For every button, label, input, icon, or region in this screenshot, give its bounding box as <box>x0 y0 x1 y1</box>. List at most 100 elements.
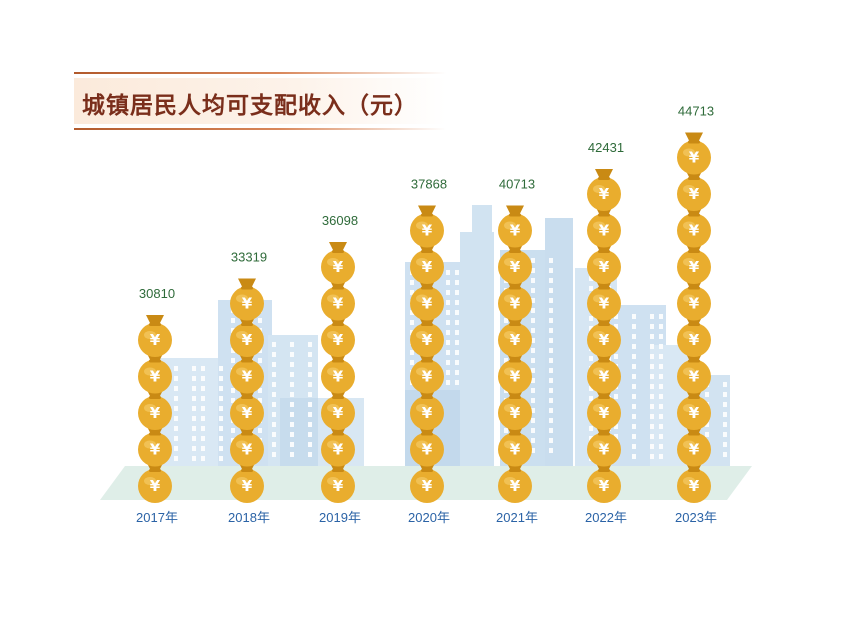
yen-symbol: ¥ <box>510 295 521 313</box>
money-bag-icon: ¥ <box>587 242 621 284</box>
year-tick-label: 2019年 <box>319 510 361 525</box>
bar-7: ¥ ¥ ¥ ¥ ¥ ¥ ¥ ¥ ¥ ¥44713 2023年 <box>675 104 717 526</box>
money-bag-icon: ¥ <box>410 242 444 284</box>
yen-symbol: ¥ <box>510 222 521 240</box>
yen-symbol: ¥ <box>689 185 700 203</box>
yen-symbol: ¥ <box>599 222 610 240</box>
yen-symbol: ¥ <box>422 331 433 349</box>
year-tick-label: 2020年 <box>408 510 450 525</box>
yen-symbol: ¥ <box>689 368 700 386</box>
yen-symbol: ¥ <box>422 222 433 240</box>
yen-symbol: ¥ <box>599 441 610 459</box>
money-bag-icon: ¥ <box>498 388 532 430</box>
money-bag-icon: ¥ <box>410 278 444 321</box>
yen-symbol: ¥ <box>599 295 610 313</box>
money-bag-icon: ¥ <box>587 169 621 211</box>
yen-symbol: ¥ <box>689 331 700 349</box>
yen-symbol: ¥ <box>333 368 344 386</box>
bar-5: ¥ ¥ ¥ ¥ ¥ ¥ ¥ ¥40713 2021年 <box>496 177 538 526</box>
yen-symbol: ¥ <box>422 441 433 459</box>
value-label: 40713 <box>499 177 535 192</box>
yen-symbol: ¥ <box>599 368 610 386</box>
yen-symbol: ¥ <box>599 477 610 495</box>
yen-symbol: ¥ <box>150 404 161 422</box>
yen-symbol: ¥ <box>510 477 521 495</box>
money-bag-icon: ¥ <box>677 242 711 284</box>
yen-symbol: ¥ <box>510 368 521 386</box>
yen-symbol: ¥ <box>150 331 161 349</box>
yen-symbol: ¥ <box>242 441 253 459</box>
money-bag-icon: ¥ <box>138 315 172 357</box>
year-tick-label: 2017年 <box>136 510 178 525</box>
value-label: 36098 <box>322 213 358 228</box>
money-bag-icon: ¥ <box>587 205 621 248</box>
year-tick-label: 2023年 <box>675 510 717 525</box>
bar-2: ¥ ¥ ¥ ¥ ¥ ¥33319 2018年 <box>228 250 270 526</box>
yen-symbol: ¥ <box>242 477 253 495</box>
yen-symbol: ¥ <box>242 368 253 386</box>
money-bag-icon: ¥ <box>677 169 711 211</box>
yen-symbol: ¥ <box>422 477 433 495</box>
yen-symbol: ¥ <box>150 368 161 386</box>
value-label: 44713 <box>678 104 714 119</box>
money-bag-icon: ¥ <box>677 315 711 357</box>
yen-symbol: ¥ <box>242 404 253 422</box>
yen-symbol: ¥ <box>510 404 521 422</box>
money-bag-icon: ¥ <box>410 315 444 357</box>
yen-symbol: ¥ <box>333 477 344 495</box>
yen-symbol: ¥ <box>422 258 433 276</box>
money-bag-icon: ¥ <box>321 388 355 430</box>
bar-4: ¥ ¥ ¥ ¥ ¥ ¥ ¥ ¥37868 2020年 <box>408 177 450 526</box>
yen-symbol: ¥ <box>510 331 521 349</box>
money-bag-icon: ¥ <box>677 205 711 248</box>
money-bag-icon: ¥ <box>321 315 355 357</box>
yen-symbol: ¥ <box>333 258 344 276</box>
yen-symbol: ¥ <box>689 258 700 276</box>
year-tick-label: 2021年 <box>496 510 538 525</box>
value-label: 30810 <box>139 286 175 301</box>
yen-symbol: ¥ <box>689 295 700 313</box>
yen-symbol: ¥ <box>689 404 700 422</box>
money-bag-icon: ¥ <box>677 278 711 321</box>
yen-symbol: ¥ <box>150 441 161 459</box>
yen-symbol: ¥ <box>333 441 344 459</box>
yen-symbol: ¥ <box>333 331 344 349</box>
money-bag-icon: ¥ <box>321 351 355 394</box>
yen-symbol: ¥ <box>422 295 433 313</box>
yen-symbol: ¥ <box>689 477 700 495</box>
yen-symbol: ¥ <box>150 477 161 495</box>
yen-symbol: ¥ <box>599 258 610 276</box>
yen-symbol: ¥ <box>242 331 253 349</box>
yen-symbol: ¥ <box>510 258 521 276</box>
yen-symbol: ¥ <box>599 404 610 422</box>
yen-symbol: ¥ <box>689 222 700 240</box>
money-bag-icon: ¥ <box>410 205 444 248</box>
yen-symbol: ¥ <box>333 404 344 422</box>
money-bag-icon: ¥ <box>498 205 532 248</box>
yen-symbol: ¥ <box>333 295 344 313</box>
yen-symbol: ¥ <box>689 441 700 459</box>
money-bag-icon: ¥ <box>321 242 355 284</box>
yen-symbol: ¥ <box>689 149 700 167</box>
yen-symbol: ¥ <box>599 185 610 203</box>
money-bag-icon: ¥ <box>138 351 172 394</box>
yen-symbol: ¥ <box>422 368 433 386</box>
value-label: 42431 <box>588 140 624 155</box>
yen-symbol: ¥ <box>599 331 610 349</box>
title-band: 城镇居民人均可支配收入（元） <box>74 72 446 130</box>
bar-1: ¥ ¥ ¥ ¥ ¥30810 2017年 <box>136 286 178 525</box>
yen-symbol: ¥ <box>242 295 253 313</box>
year-tick-label: 2022年 <box>585 510 627 525</box>
money-bag-icon: ¥ <box>321 278 355 321</box>
bar-6: ¥ ¥ ¥ ¥ ¥ ¥ ¥ ¥ ¥42431 2022年 <box>585 140 627 525</box>
chart-title: 城镇居民人均可支配收入（元） <box>82 93 418 119</box>
money-bag-icon: ¥ <box>587 388 621 430</box>
money-bag-icon: ¥ <box>230 278 264 321</box>
money-bag-icon: ¥ <box>498 242 532 284</box>
money-bag-icon: ¥ <box>677 132 711 175</box>
money-bag-icon: ¥ <box>138 461 172 503</box>
year-tick-label: 2018年 <box>228 510 270 525</box>
value-label: 33319 <box>231 250 267 265</box>
value-label: 37868 <box>411 177 447 192</box>
